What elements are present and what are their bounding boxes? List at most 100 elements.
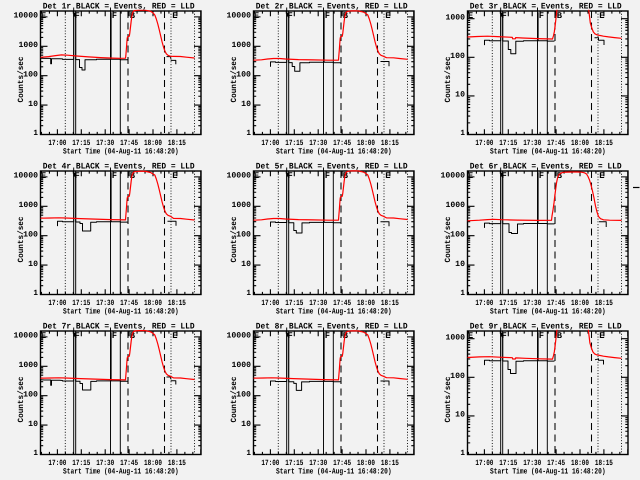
svg-text:17:45: 17:45 (120, 299, 138, 308)
svg-text:Det 2r BLACK = Events, RED = L: Det 2r BLACK = Events, RED = LLD (256, 1, 408, 11)
svg-text:Start Time (04-Aug-11 16:48:20: Start Time (04-Aug-11 16:48:20) (490, 147, 606, 156)
svg-text:F: F (112, 331, 117, 341)
svg-text:Det 7r BLACK = Events, RED = L: Det 7r BLACK = Events, RED = LLD (43, 321, 195, 331)
svg-text:1000: 1000 (19, 361, 39, 370)
svg-text:E: E (254, 331, 259, 341)
svg-text:F: F (539, 11, 544, 21)
svg-text:B: B (130, 11, 136, 21)
svg-text:Det 6r BLACK = Events, RED = L: Det 6r BLACK = Events, RED = LLD (470, 161, 622, 171)
svg-text:Det 1r BLACK = Events, RED = L: Det 1r BLACK = Events, RED = LLD (43, 1, 195, 11)
svg-text:F: F (539, 171, 544, 181)
svg-text:Counts/sec: Counts/sec (444, 376, 453, 422)
svg-text:10: 10 (455, 91, 465, 100)
svg-text:E: E (41, 171, 46, 181)
svg-text:10: 10 (455, 411, 465, 420)
svg-text:F: F (539, 331, 544, 341)
svg-text:17:00: 17:00 (475, 459, 493, 468)
svg-text:E: E (385, 331, 390, 341)
svg-text:17:15: 17:15 (72, 139, 90, 148)
svg-text:18:00: 18:00 (357, 459, 375, 468)
svg-text:100: 100 (23, 70, 38, 79)
svg-text:1000: 1000 (19, 41, 39, 50)
svg-text:17:45: 17:45 (547, 299, 565, 308)
svg-text:17:00: 17:00 (48, 459, 66, 468)
svg-text:10000: 10000 (227, 332, 252, 341)
svg-text:17:15: 17:15 (285, 459, 303, 468)
svg-text:17:45: 17:45 (547, 459, 565, 468)
svg-text:Start Time (04-Aug-11 16:48:20: Start Time (04-Aug-11 16:48:20) (490, 467, 606, 476)
svg-text:B: B (130, 171, 136, 181)
svg-text:F: F (75, 171, 80, 181)
svg-text:10: 10 (241, 100, 251, 109)
svg-text:17:15: 17:15 (499, 299, 517, 308)
svg-text:10: 10 (241, 420, 251, 429)
svg-text:18:00: 18:00 (144, 459, 162, 468)
svg-text:100: 100 (23, 390, 38, 399)
svg-text:100: 100 (450, 52, 465, 61)
svg-text:17:45: 17:45 (333, 139, 351, 148)
svg-text:Counts/sec: Counts/sec (17, 56, 26, 102)
svg-text:1000: 1000 (232, 201, 252, 210)
svg-text:F: F (112, 171, 117, 181)
svg-text:1000: 1000 (232, 41, 252, 50)
svg-text:18:15: 18:15 (168, 139, 186, 148)
svg-text:F: F (325, 11, 330, 21)
svg-text:Counts/sec: Counts/sec (230, 216, 239, 262)
svg-text:17:15: 17:15 (72, 459, 90, 468)
svg-text:17:15: 17:15 (499, 459, 517, 468)
svg-text:18:00: 18:00 (357, 299, 375, 308)
svg-text:17:15: 17:15 (499, 139, 517, 148)
svg-text:17:00: 17:00 (48, 299, 66, 308)
svg-text:17:30: 17:30 (523, 299, 541, 308)
svg-text:F: F (112, 11, 117, 21)
svg-text:100: 100 (450, 230, 465, 239)
svg-text:10000: 10000 (14, 172, 39, 181)
svg-text:F: F (502, 331, 507, 341)
svg-text:17:30: 17:30 (96, 459, 114, 468)
svg-text:Start Time (04-Aug-11 16:48:20: Start Time (04-Aug-11 16:48:20) (276, 147, 392, 156)
svg-text:F: F (288, 11, 293, 21)
svg-text:E: E (254, 11, 259, 21)
svg-text:17:45: 17:45 (333, 459, 351, 468)
svg-text:1: 1 (460, 289, 465, 298)
svg-text:B: B (557, 331, 563, 341)
svg-text:18:00: 18:00 (571, 139, 589, 148)
svg-text:1000: 1000 (446, 333, 466, 342)
svg-text:Counts/sec: Counts/sec (230, 376, 239, 422)
svg-text:B: B (130, 331, 136, 341)
svg-text:F: F (325, 331, 330, 341)
svg-text:17:00: 17:00 (475, 139, 493, 148)
svg-text:10000: 10000 (14, 12, 39, 21)
svg-text:Counts/sec: Counts/sec (444, 216, 453, 262)
svg-text:E: E (385, 171, 390, 181)
svg-text:18:00: 18:00 (144, 299, 162, 308)
svg-text:Start Time (04-Aug-11 16:48:20: Start Time (04-Aug-11 16:48:20) (490, 307, 606, 316)
svg-text:1000: 1000 (232, 361, 252, 370)
svg-text:E: E (41, 331, 46, 341)
svg-text:1000: 1000 (19, 201, 39, 210)
svg-text:F: F (502, 171, 507, 181)
svg-text:E: E (599, 331, 604, 341)
svg-text:1: 1 (246, 129, 251, 138)
svg-text:Start Time (04-Aug-11 16:48:20: Start Time (04-Aug-11 16:48:20) (63, 307, 179, 316)
svg-text:E: E (385, 11, 390, 21)
svg-text:B: B (557, 11, 563, 21)
svg-text:17:00: 17:00 (261, 459, 279, 468)
svg-text:18:00: 18:00 (357, 139, 375, 148)
svg-text:18:15: 18:15 (168, 299, 186, 308)
svg-text:Det 5r BLACK = Events, RED = L: Det 5r BLACK = Events, RED = LLD (256, 161, 408, 171)
svg-text:1000: 1000 (446, 13, 466, 22)
svg-text:F: F (75, 331, 80, 341)
svg-text:E: E (172, 171, 177, 181)
svg-text:E: E (41, 11, 46, 21)
svg-text:B: B (557, 171, 563, 181)
svg-text:18:15: 18:15 (381, 299, 399, 308)
svg-text:Counts/sec: Counts/sec (230, 56, 239, 102)
svg-text:10000: 10000 (227, 12, 252, 21)
svg-text:18:00: 18:00 (571, 459, 589, 468)
svg-text:E: E (172, 11, 177, 21)
svg-text:10: 10 (28, 420, 38, 429)
svg-text:E: E (172, 331, 177, 341)
svg-text:1: 1 (33, 129, 38, 138)
svg-text:17:30: 17:30 (309, 299, 327, 308)
